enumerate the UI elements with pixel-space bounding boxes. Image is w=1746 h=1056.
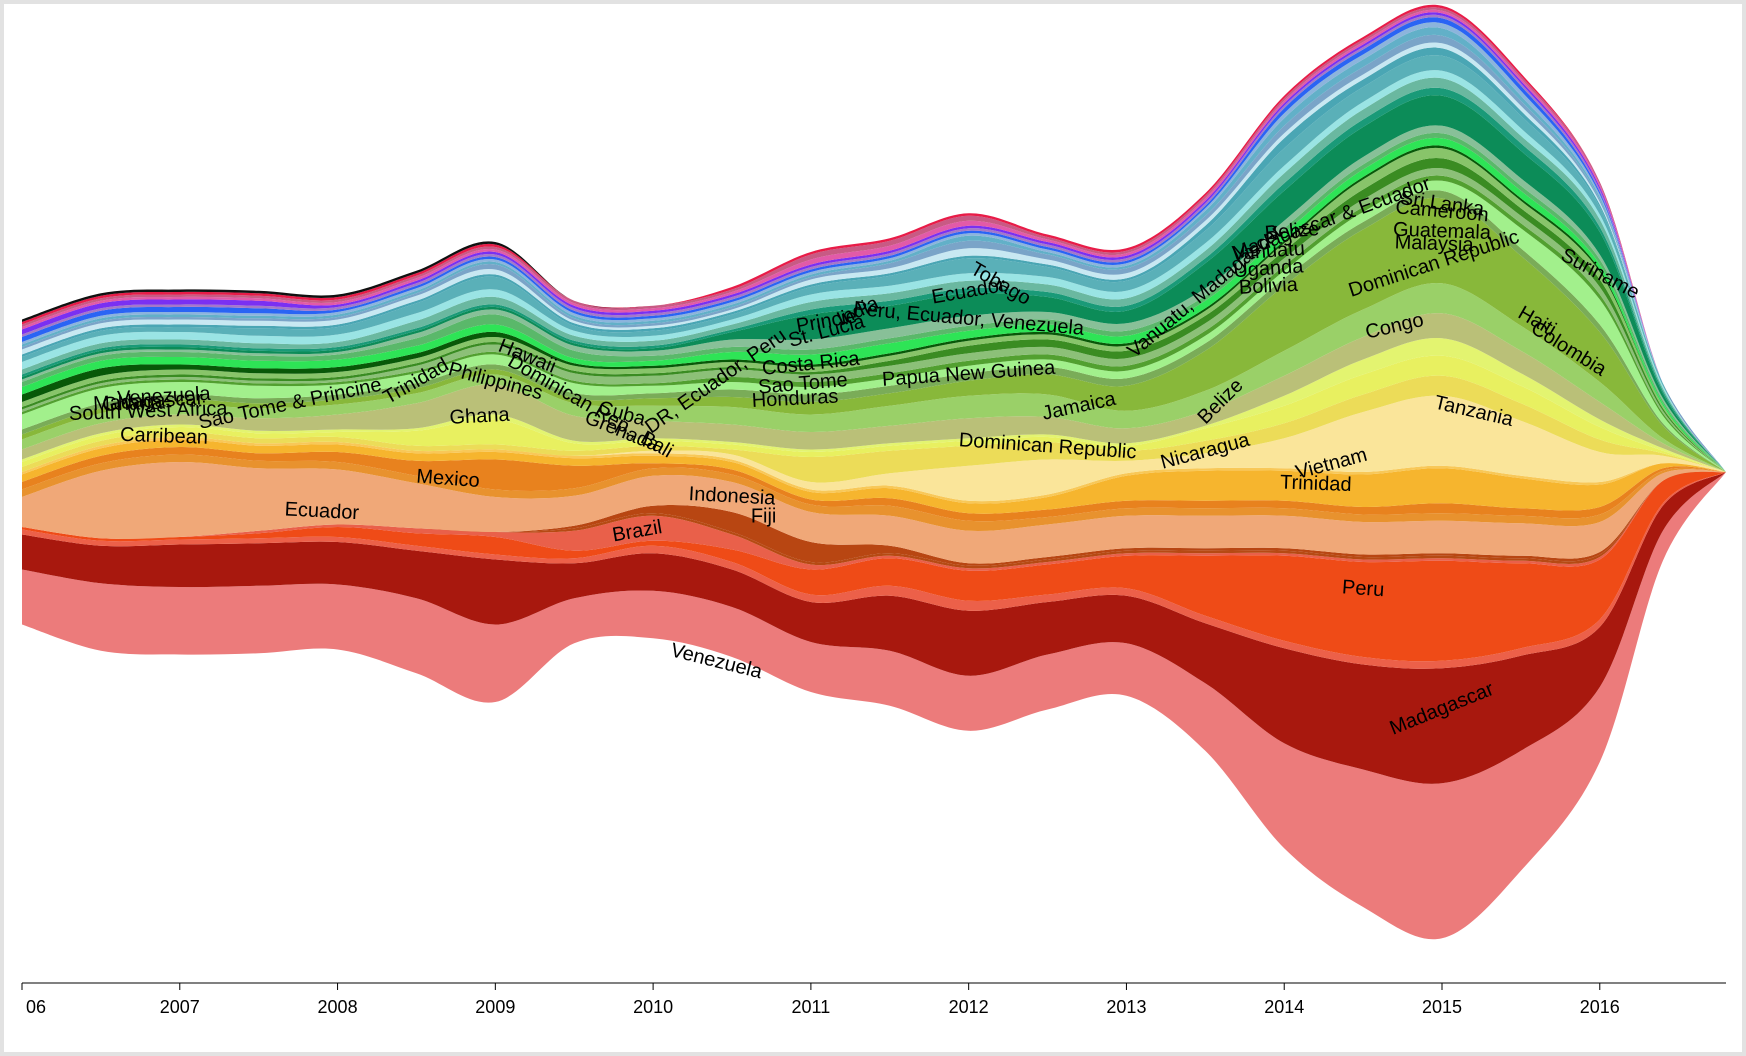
x-tick-label-6: 2012 xyxy=(949,997,989,1017)
stream-label-29: Uganda xyxy=(1233,255,1305,282)
stream-label-50: Venezuela xyxy=(117,383,212,410)
stream-layer-7 xyxy=(22,461,1726,564)
stream-label-5: Ecuador xyxy=(284,498,360,524)
x-tick-label-0: 06 xyxy=(26,997,46,1017)
stream-layer-2 xyxy=(22,472,1726,669)
x-tick-label-2: 2008 xyxy=(318,997,358,1017)
stream-label-16: Carribean xyxy=(120,424,209,449)
x-axis: 06 2007 2008 2009 2010 2011 2012 2013 2014 2015 20… xyxy=(21,982,1726,1017)
stream-label-17: Honduras xyxy=(751,386,839,413)
stream-label-2: Peru xyxy=(1341,576,1385,601)
stream-layer-8 xyxy=(22,454,1726,532)
stream-layer-26 xyxy=(22,137,1726,472)
stream-layer-10 xyxy=(22,439,1726,514)
stream-layer-29 xyxy=(22,95,1726,473)
stream-label-13: Ghana xyxy=(449,404,511,429)
x-tick-label-4: 2010 xyxy=(633,997,673,1017)
x-tick-label-8: 2014 xyxy=(1264,997,1304,1017)
stream-layer-9 xyxy=(22,446,1726,522)
stream-label-51: Ghana xyxy=(102,392,164,416)
stream-label-8: Trinidad xyxy=(1280,472,1352,496)
stream-layer-16 xyxy=(22,313,1726,472)
stream-layer-28 xyxy=(22,125,1726,472)
stream-label-32: Vanuatu xyxy=(1231,238,1305,265)
stream-label-33: Guatemala xyxy=(1393,219,1492,244)
x-tick-label-10: 2016 xyxy=(1580,997,1620,1017)
stream-layer-3 xyxy=(22,471,1726,662)
stream-layer-1 xyxy=(22,472,1726,784)
stream-layer-14 xyxy=(22,355,1726,472)
x-tick-label-7: 2013 xyxy=(1106,997,1146,1017)
stream-label-4: Fiji xyxy=(751,505,777,527)
stream-label-34: Malaysia xyxy=(1394,231,1475,256)
stream-label-30: Bolivia xyxy=(1238,274,1299,299)
stream-label-7: Mexico xyxy=(416,466,481,492)
stream-layer-6 xyxy=(22,471,1726,566)
x-tick-label-5: 2011 xyxy=(792,997,831,1017)
stream-layer-13 xyxy=(22,375,1726,483)
x-tick-label-3: 2009 xyxy=(475,997,515,1017)
stream-layers xyxy=(22,4,1726,940)
stream-layer-12 xyxy=(22,395,1726,502)
stream-layer-15 xyxy=(22,338,1726,472)
x-tick-label-9: 2015 xyxy=(1422,997,1462,1017)
x-tick-label-1: 2007 xyxy=(160,997,200,1017)
stream-layer-0 xyxy=(22,472,1726,940)
stream-label-6: Indonesia xyxy=(688,483,777,510)
stream-label-47: Belize xyxy=(1264,218,1320,245)
stream-layer-27 xyxy=(22,132,1726,472)
